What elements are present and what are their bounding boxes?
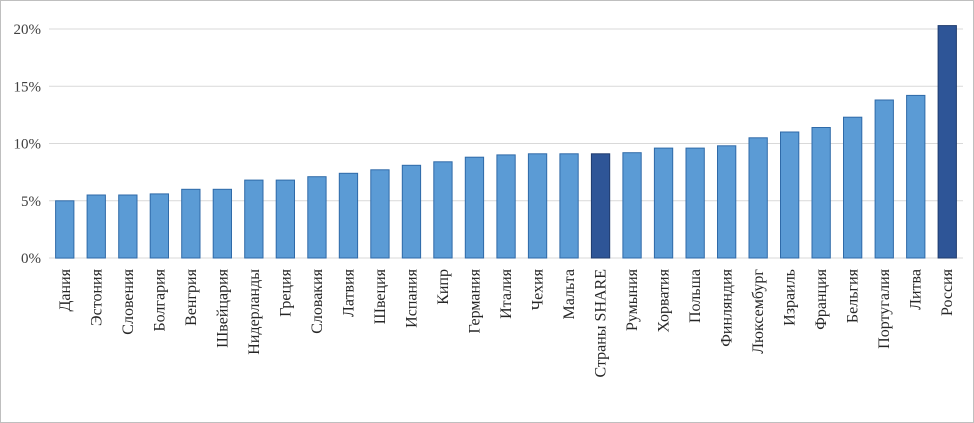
x-category-label: Словения xyxy=(120,268,137,334)
bar-27 xyxy=(874,99,894,259)
x-category-label: Румыния xyxy=(624,268,641,331)
bar-8 xyxy=(275,179,296,259)
bar-11 xyxy=(370,169,390,259)
x-category-label: Швеция xyxy=(372,268,389,324)
x-category-label: Эстония xyxy=(88,268,105,326)
x-category-label: Польша xyxy=(687,269,704,323)
x-category-label: Финляндия xyxy=(719,268,736,346)
x-category-label: Дания xyxy=(57,268,74,311)
x-category-label: Португалия xyxy=(876,268,893,348)
bar-15 xyxy=(496,154,516,259)
bar-10 xyxy=(338,172,359,259)
x-category-label: Испания xyxy=(403,268,420,327)
bar-4 xyxy=(149,193,169,259)
bar-21 xyxy=(685,147,705,259)
x-category-label: Болгария xyxy=(151,268,168,331)
bar-19 xyxy=(622,152,642,259)
x-category-label: Израиль xyxy=(782,269,799,326)
bar-17 xyxy=(559,153,579,259)
x-category-label: Люксембург xyxy=(750,269,767,354)
bar-23 xyxy=(748,137,768,259)
bar-9 xyxy=(307,176,327,259)
x-category-label: Швейцария xyxy=(214,268,231,347)
y-tick-label: 15% xyxy=(14,79,42,95)
bar-22 xyxy=(717,145,737,259)
bar-2 xyxy=(86,194,106,259)
bar-12 xyxy=(401,164,422,259)
x-category-label: Бельгия xyxy=(845,268,862,323)
bar-26 xyxy=(843,116,863,259)
x-category-label: Франция xyxy=(813,268,830,329)
bar-28 xyxy=(906,94,926,259)
x-category-label: Россия xyxy=(939,268,956,316)
bar-14 xyxy=(464,156,485,259)
x-category-label: Страны SHARE xyxy=(593,269,610,378)
x-category-label: Германия xyxy=(466,268,483,333)
y-tick-label: 5% xyxy=(21,194,41,210)
bar-18 xyxy=(590,153,611,259)
x-category-label: Латвия xyxy=(340,268,357,317)
bar-16 xyxy=(527,153,548,259)
y-axis-ticks: 0% 5% 10% 15% 20% xyxy=(14,22,42,267)
x-category-label: Греция xyxy=(277,268,294,316)
x-category-label: Кипр xyxy=(435,269,452,305)
bars xyxy=(55,25,957,259)
bar-3 xyxy=(118,194,138,259)
gridlines xyxy=(49,28,963,259)
x-category-label: Чехия xyxy=(530,268,547,310)
bar-20 xyxy=(653,147,674,259)
x-category-label: Словакия xyxy=(309,268,326,333)
bar-7 xyxy=(244,179,264,259)
bar-5 xyxy=(181,188,201,259)
bar-1 xyxy=(55,200,75,259)
y-tick-label: 10% xyxy=(14,137,42,153)
x-category-label: Мальта xyxy=(561,269,578,319)
bar-29 xyxy=(937,25,957,259)
bar-6 xyxy=(212,188,232,259)
x-axis-labels: Дания Эстония Словения Болгария Венгрия Швейц… xyxy=(57,268,956,377)
x-category-label: Италия xyxy=(498,268,515,319)
x-category-label: Нидерланды xyxy=(246,269,263,355)
y-tick-label: 20% xyxy=(14,22,42,38)
bar-13 xyxy=(433,161,453,259)
x-category-label: Хорватия xyxy=(656,268,673,332)
y-tick-label: 0% xyxy=(21,251,41,267)
x-category-label: Литва xyxy=(908,269,925,310)
x-category-label: Венгрия xyxy=(183,268,200,325)
bar-25 xyxy=(811,127,831,259)
bar-24 xyxy=(780,131,800,259)
